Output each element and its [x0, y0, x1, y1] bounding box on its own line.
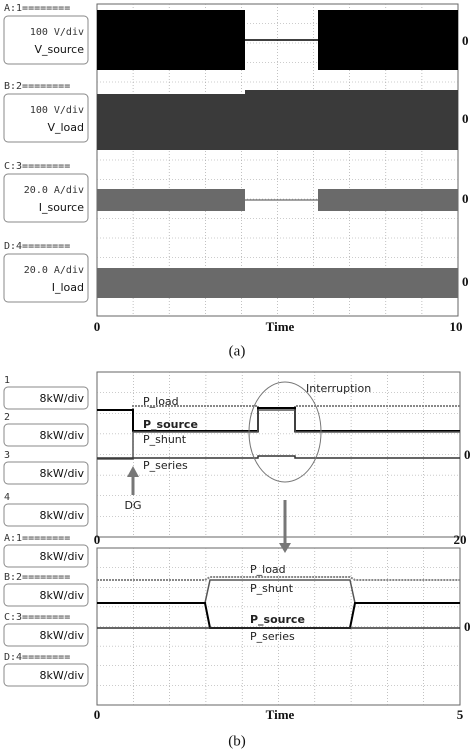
zero-label: 0 [462, 274, 469, 289]
waveform [97, 268, 458, 298]
trace-label: P_source [250, 613, 305, 626]
trace-label: P_load [143, 395, 179, 408]
trace [97, 455, 460, 459]
x-end: 10 [450, 319, 463, 334]
channel-name: I_source [39, 201, 85, 214]
arrow-head [279, 543, 291, 553]
channel-box [3, 663, 89, 687]
channel-id: C:3======== [4, 161, 70, 172]
x-start: 0 [94, 707, 101, 722]
arrow-head [127, 466, 139, 477]
channel-id: 4 [4, 492, 10, 503]
trace-label: P_source [143, 418, 198, 431]
annotation: Interruption [306, 382, 371, 395]
channel-scale: 8kW/div [40, 467, 85, 480]
channel-scale: 8kW/div [40, 669, 85, 682]
waveform [97, 10, 245, 70]
panel-b-lower-plot [96, 547, 461, 706]
channel-id: A:1======== [4, 3, 70, 14]
zero-label: 0 [464, 619, 471, 634]
channel-id: 3 [4, 450, 10, 461]
panel-b-upper-plot [96, 371, 461, 538]
x-label: Time [266, 707, 295, 722]
panel-b-traces [97, 381, 460, 629]
channel-name: V_source [34, 43, 84, 56]
channel-scale: 8kW/div [40, 429, 85, 442]
zero-label: 0 [462, 111, 469, 126]
channel-box [3, 386, 89, 410]
waveform [318, 189, 458, 211]
channel-box [3, 544, 89, 568]
channel-box [3, 253, 89, 303]
waveform [97, 94, 245, 150]
channel-scale: 8kW/div [40, 589, 85, 602]
zero-label: 0 [462, 33, 469, 48]
channel-scale: 20.0 A/div [24, 185, 84, 196]
channel-box [3, 503, 89, 527]
channel-scale: 100 V/div [30, 105, 84, 116]
trace-label: P_load [250, 563, 286, 576]
caption: (a) [229, 343, 246, 359]
channel-name: V_load [47, 121, 84, 134]
caption: (b) [228, 733, 246, 749]
x-end: 5 [457, 707, 464, 722]
waveform [245, 90, 458, 150]
panel-a-traces [97, 10, 458, 298]
panel-b-axis: 0 0 20 0 0 Time 5 (b) [94, 447, 471, 749]
trace-label: P_series [143, 459, 188, 472]
channel-box [3, 93, 89, 143]
panel-b-annotations: P_load P_source P_shunt P_series Interru… [125, 382, 372, 643]
zero-label: 0 [462, 191, 469, 206]
channel-id: D:4======== [4, 241, 70, 252]
channel-scale: 100 V/div [30, 27, 84, 38]
waveform [97, 189, 245, 211]
channel-box [3, 423, 89, 447]
trace [97, 576, 460, 581]
marker-label: DG [125, 499, 142, 512]
x-start: 0 [94, 319, 101, 334]
channel-box [3, 173, 89, 223]
channel-scale: 8kW/div [40, 392, 85, 405]
waveform [318, 10, 458, 70]
channel-id: C:3======== [4, 612, 70, 623]
zero-label: 0 [464, 447, 471, 462]
channel-scale: 8kW/div [40, 629, 85, 642]
channel-box [3, 583, 89, 607]
trace-label: P_series [250, 630, 295, 643]
channel-scale: 8kW/div [40, 509, 85, 522]
channel-id: D:4======== [4, 652, 70, 663]
channel-id: B:2======== [4, 81, 70, 92]
panel-a-axis: 0 0 0 0 0 Time 10 (a) [94, 33, 469, 359]
channel-id: 1 [4, 375, 10, 386]
channel-id: B:2======== [4, 572, 70, 583]
panel-b-channels: 1 8kW/div 2 8kW/div 3 8kW/div 4 8kW/div A:1=====… [3, 375, 89, 687]
x-label: Time [266, 319, 295, 334]
channel-scale: 8kW/div [40, 550, 85, 563]
x-start: 0 [94, 532, 101, 547]
channel-box [3, 15, 89, 65]
channel-id: 2 [4, 412, 10, 423]
channel-name: I_load [52, 281, 84, 294]
channel-scale: 20.0 A/div [24, 265, 84, 276]
channel-box [3, 623, 89, 647]
highlight-ellipse [248, 381, 322, 483]
trace-label: P_shunt [250, 582, 294, 595]
trace [97, 409, 460, 460]
channel-id: A:1======== [4, 533, 70, 544]
trace-label: P_shunt [143, 433, 187, 446]
panel-a-channels: A:1======== 100 V/div V_source B:2======… [3, 3, 89, 303]
x-end: 20 [454, 532, 467, 547]
channel-box [3, 461, 89, 485]
